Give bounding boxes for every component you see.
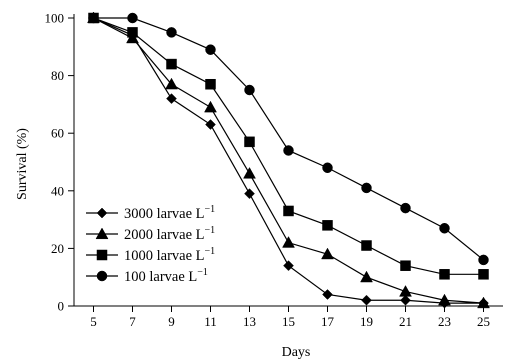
point-square xyxy=(283,205,294,217)
point-circle xyxy=(322,162,333,174)
legend-unit-superscript: −1 xyxy=(205,246,216,257)
legend-item-diamond: 3000 larvae L−1 xyxy=(86,204,215,222)
point-square xyxy=(244,136,255,148)
point-circle xyxy=(400,202,411,214)
point-diamond xyxy=(244,188,255,200)
point-circle xyxy=(205,44,216,55)
legend-item-circle: 100 larvae L−1 xyxy=(86,267,208,285)
series-circle xyxy=(88,12,489,266)
point-diamond xyxy=(205,119,216,130)
point-square xyxy=(127,27,138,38)
series-layer xyxy=(87,11,490,309)
point-square xyxy=(478,269,489,280)
x-tick-label: 21 xyxy=(399,314,412,329)
series-line-circle xyxy=(93,17,484,261)
point-triangle xyxy=(282,236,295,248)
x-tick-label: 25 xyxy=(477,314,490,329)
point-square xyxy=(400,260,411,271)
point-triangle xyxy=(477,296,490,309)
point-triangle xyxy=(399,285,412,297)
y-tick-label: 60 xyxy=(51,126,64,141)
point-triangle xyxy=(165,77,178,90)
legend-unit-superscript: −1 xyxy=(205,204,216,215)
point-square xyxy=(322,220,333,231)
point-triangle xyxy=(438,293,451,306)
y-tick-label: 80 xyxy=(51,68,64,83)
x-tick-label: 11 xyxy=(204,314,217,329)
point-circle xyxy=(88,12,99,24)
axes: 5 7 9 11 13 15 17 19 21 23 25 0 20 40 60 80 100 xyxy=(45,11,503,329)
legend-marker-circle xyxy=(96,270,108,282)
point-diamond xyxy=(166,93,177,104)
point-circle xyxy=(166,27,177,38)
point-square xyxy=(361,240,372,251)
point-square xyxy=(439,269,450,280)
point-diamond xyxy=(361,294,372,306)
point-circle xyxy=(283,145,294,156)
x-tick-label: 9 xyxy=(168,314,175,329)
legend-unit-superscript: −1 xyxy=(205,225,216,236)
point-circle xyxy=(439,222,450,234)
x-tick-label: 13 xyxy=(243,314,256,329)
x-tick-label: 7 xyxy=(129,314,136,329)
point-triangle xyxy=(360,270,373,283)
legend-label: 1000 larvae L−1 xyxy=(124,246,215,264)
x-tick-label: 15 xyxy=(282,314,295,329)
y-tick-label: 0 xyxy=(58,299,65,314)
y-tick-label: 20 xyxy=(51,241,64,256)
point-circle xyxy=(127,12,138,24)
point-square xyxy=(166,58,177,70)
point-square xyxy=(205,78,216,90)
legend-unit-superscript: −1 xyxy=(197,267,208,278)
legend-marker-triangle xyxy=(95,227,109,240)
x-tick-label: 19 xyxy=(360,314,373,329)
point-diamond xyxy=(322,289,333,300)
point-triangle xyxy=(321,247,334,260)
legend-marker-diamond xyxy=(96,207,108,219)
legend-label: 3000 larvae L−1 xyxy=(124,204,215,222)
point-diamond xyxy=(400,294,411,306)
point-circle xyxy=(478,254,489,266)
legend: 3000 larvae L−1 2000 larvae L−1 1000 larva… xyxy=(86,204,215,285)
point-circle xyxy=(244,84,255,96)
point-triangle xyxy=(243,167,256,179)
x-tick-label: 23 xyxy=(438,314,451,329)
point-circle xyxy=(361,182,372,194)
y-axis-title: Survival (%) xyxy=(15,128,30,200)
legend-item-triangle: 2000 larvae L−1 xyxy=(86,225,215,243)
x-axis-title: Days xyxy=(282,345,311,360)
y-tick-label: 40 xyxy=(51,183,64,198)
legend-label: 100 larvae L−1 xyxy=(124,267,208,285)
legend-item-square: 1000 larvae L−1 xyxy=(86,246,215,264)
x-tick-label: 17 xyxy=(321,314,335,329)
point-diamond xyxy=(283,260,294,272)
legend-label: 2000 larvae L−1 xyxy=(124,225,215,243)
legend-marker-square xyxy=(96,249,108,261)
point-triangle xyxy=(204,100,217,113)
x-tick-label: 5 xyxy=(90,314,97,329)
y-tick-label: 100 xyxy=(45,11,65,26)
